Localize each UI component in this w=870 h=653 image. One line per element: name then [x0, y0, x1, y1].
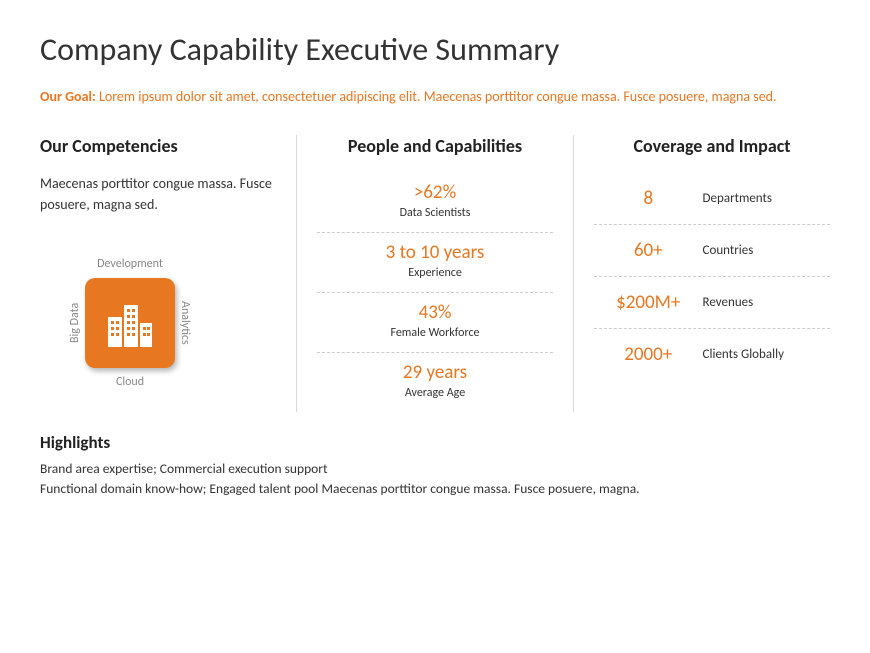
stat-label: Revenues — [703, 295, 830, 310]
competencies-text: Maecenas porttitor congue massa. Fusce p… — [40, 173, 276, 215]
stat-label: Data Scientists — [317, 206, 553, 220]
highlights-line: Brand area expertise; Commercial executi… — [40, 459, 830, 479]
people-heading: People and Capabilities — [317, 135, 553, 157]
stat-label: Departments — [703, 191, 830, 206]
columns-container: Our Competencies Maecenas porttitor cong… — [40, 135, 830, 412]
competencies-heading: Our Competencies — [40, 135, 276, 157]
highlights-line: Functional domain know-how; Engaged tale… — [40, 479, 830, 499]
stat-label: Experience — [317, 266, 553, 280]
stat-label: Countries — [703, 243, 830, 258]
stat-value: $200M+ — [594, 291, 703, 314]
highlights-body: Brand area expertise; Commercial executi… — [40, 459, 830, 500]
stat-value: >62% — [317, 181, 553, 204]
coverage-stat: 60+ Countries — [594, 225, 830, 277]
stat-label: Female Workforce — [317, 326, 553, 340]
coverage-heading: Coverage and Impact — [594, 135, 830, 157]
goal-line: Our Goal: Lorem ipsum dolor sit amet, co… — [40, 87, 830, 107]
column-people: People and Capabilities >62% Data Scient… — [297, 135, 574, 412]
people-stat: >62% Data Scientists — [317, 173, 553, 233]
column-competencies: Our Competencies Maecenas porttitor cong… — [40, 135, 297, 412]
column-coverage: Coverage and Impact 8 Departments 60+ Co… — [574, 135, 830, 412]
buildings-icon — [102, 295, 158, 351]
stat-value: 60+ — [594, 239, 703, 262]
diagram-label-bottom: Cloud — [50, 375, 210, 389]
highlights-heading: Highlights — [40, 432, 830, 453]
stat-label: Clients Globally — [703, 347, 830, 362]
coverage-stat: $200M+ Revenues — [594, 277, 830, 329]
people-stat: 3 to 10 years Experience — [317, 233, 553, 293]
goal-text: Lorem ipsum dolor sit amet, consectetuer… — [96, 88, 777, 105]
stat-value: 8 — [594, 187, 703, 210]
goal-label: Our Goal: — [40, 88, 96, 105]
coverage-stat: 2000+ Clients Globally — [594, 329, 830, 380]
coverage-stat: 8 Departments — [594, 173, 830, 225]
stat-value: 3 to 10 years — [317, 241, 553, 264]
stat-value: 43% — [317, 301, 553, 324]
competencies-diagram: Development Big Data — [50, 243, 210, 403]
page-title: Company Capability Executive Summary — [40, 30, 830, 69]
stat-value: 29 years — [317, 361, 553, 384]
people-stat: 43% Female Workforce — [317, 293, 553, 353]
diagram-box — [85, 278, 175, 368]
stat-label: Average Age — [317, 386, 553, 400]
people-stat: 29 years Average Age — [317, 353, 553, 412]
stat-value: 2000+ — [594, 343, 703, 366]
